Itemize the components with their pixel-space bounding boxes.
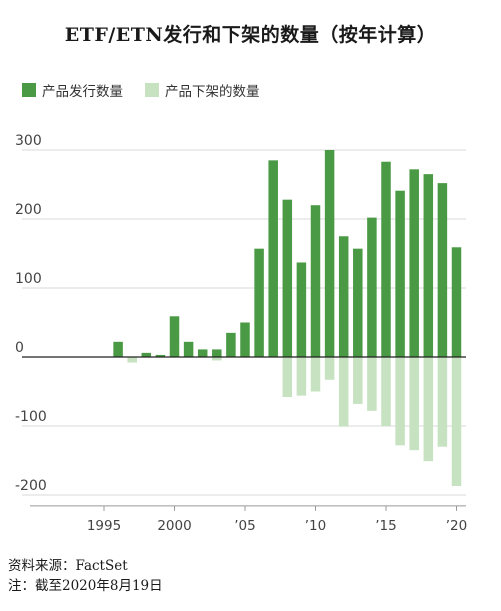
bar-issued <box>282 199 293 357</box>
bar-delisted <box>395 357 405 446</box>
y-tick-label: 0 <box>15 340 24 356</box>
bar-delisted <box>127 357 137 363</box>
source-notes: 资料来源：FactSet 注：截至2020年8月19日 <box>8 556 163 596</box>
y-tick-label: 200 <box>15 202 42 218</box>
bar-delisted <box>324 357 335 380</box>
bar-issued <box>310 205 321 357</box>
y-tick-label: 100 <box>15 271 42 287</box>
bar-issued <box>169 316 180 357</box>
bar-delisted <box>212 357 222 361</box>
legend-label-delisted: 产品下架的数量 <box>165 84 260 100</box>
bar-issued <box>423 174 434 357</box>
bar-issued <box>212 349 222 357</box>
x-tick-label: 2000 <box>157 518 191 534</box>
bar-issued <box>395 190 405 357</box>
source-line: 资料来源：FactSet <box>8 558 128 574</box>
x-tick-label: 1995 <box>87 518 121 534</box>
x-tick-label: ’15 <box>375 518 396 534</box>
bar-delisted <box>409 357 419 451</box>
x-tick-label: ’20 <box>446 518 467 534</box>
bar-issued <box>113 341 123 357</box>
bar-delisted <box>451 357 462 487</box>
bar-issued <box>338 236 349 357</box>
note-line: 注：截至2020年8月19日 <box>8 578 163 594</box>
bar-delisted <box>282 357 293 398</box>
bar-delisted <box>310 357 321 392</box>
bar-delisted <box>296 357 307 396</box>
y-tick-label: -100 <box>15 409 47 425</box>
y-tick-label: 300 <box>15 133 42 149</box>
legend: 产品发行数量 产品下架的数量 <box>22 80 274 100</box>
bar-issued <box>240 322 250 357</box>
bar-issued <box>141 352 152 357</box>
bar-issued <box>155 354 166 357</box>
legend-item-delisted: 产品下架的数量 <box>145 80 260 100</box>
bar-issued <box>381 161 391 357</box>
legend-swatch-issued <box>22 83 36 97</box>
x-tick-label: ’05 <box>234 518 255 534</box>
x-tick-label: ’10 <box>305 518 326 534</box>
legend-label-issued: 产品发行数量 <box>42 84 123 100</box>
bar-issued <box>226 332 236 357</box>
bar-delisted <box>423 357 434 462</box>
legend-item-issued: 产品发行数量 <box>22 80 123 100</box>
bar-delisted <box>367 357 377 411</box>
bar-delisted <box>338 357 349 427</box>
bar-issued <box>183 341 194 357</box>
bar-delisted <box>353 357 363 404</box>
bar-issued <box>197 349 208 357</box>
bar-issued <box>437 183 448 357</box>
bar-issued <box>268 160 278 357</box>
bar-issued <box>254 248 264 357</box>
bar-delisted <box>381 357 391 426</box>
bar-issued <box>353 248 363 357</box>
y-tick-label: -200 <box>15 478 47 494</box>
bar-issued <box>324 150 335 357</box>
bar-delisted <box>437 357 448 447</box>
bar-issued <box>409 169 419 357</box>
legend-swatch-delisted <box>145 83 159 97</box>
bar-issued <box>451 247 462 357</box>
bar-issued <box>296 262 307 357</box>
bar-issued <box>367 217 377 357</box>
chart-title: ETF/ETN发行和下架的数量（按年计算） <box>64 24 437 46</box>
